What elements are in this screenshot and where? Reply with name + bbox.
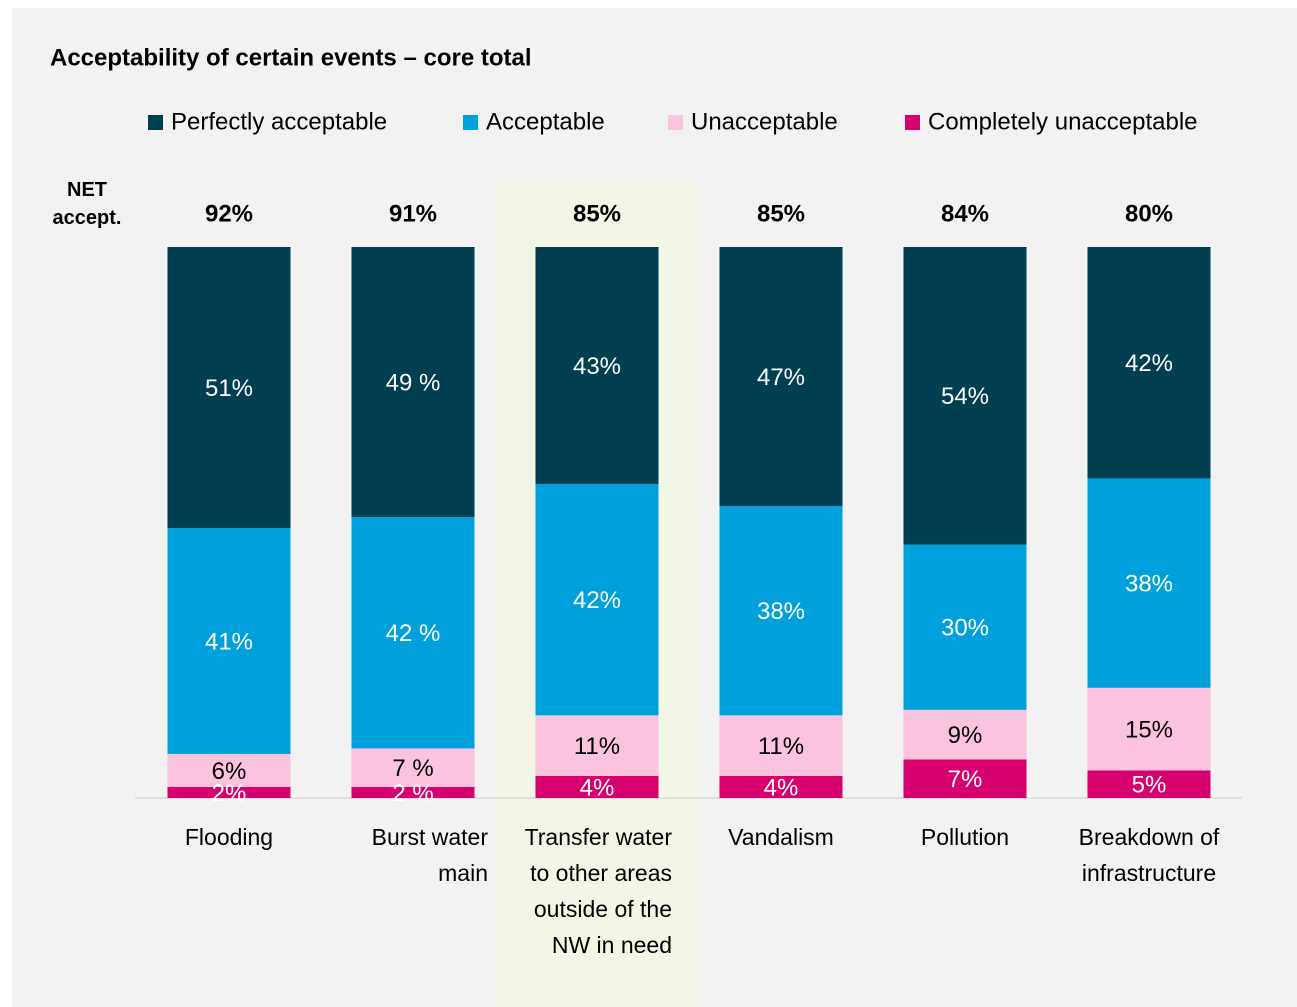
net-value: 91% bbox=[389, 200, 437, 227]
bar-segment bbox=[535, 247, 659, 484]
net-value: 85% bbox=[573, 200, 621, 227]
data-label: 42% bbox=[573, 587, 621, 614]
bar-segment bbox=[351, 516, 475, 749]
bar-segment bbox=[1087, 687, 1211, 771]
net-value: 85% bbox=[757, 200, 805, 227]
legend-swatch bbox=[148, 115, 163, 130]
bar-segment bbox=[535, 775, 659, 798]
bar-segment bbox=[535, 715, 659, 776]
legend-swatch bbox=[905, 115, 920, 130]
bar-segment bbox=[535, 483, 659, 716]
bar-segment bbox=[719, 715, 843, 776]
legend-swatch bbox=[463, 115, 478, 130]
data-label: 42 % bbox=[386, 620, 441, 647]
bar-segment bbox=[351, 786, 475, 798]
legend-label: Acceptable bbox=[486, 108, 605, 135]
legend-label: Completely unacceptable bbox=[928, 108, 1198, 135]
data-label: 6% bbox=[212, 758, 247, 785]
data-label: 7% bbox=[948, 766, 983, 793]
chart: Acceptability of certain events – core t… bbox=[50, 44, 1242, 1007]
x-tick-label: Transfer water to other areas outside of… bbox=[524, 824, 672, 958]
legend-label: Perfectly acceptable bbox=[171, 108, 387, 135]
bar-segment bbox=[903, 709, 1027, 760]
bar-segment bbox=[719, 505, 843, 716]
net-value: 84% bbox=[941, 200, 989, 227]
data-label: 42% bbox=[1125, 350, 1173, 377]
x-tick-label: Vandalism bbox=[728, 824, 834, 850]
data-label: 11% bbox=[758, 733, 804, 760]
bar-segment bbox=[903, 544, 1027, 710]
data-label: 15% bbox=[1125, 716, 1173, 743]
bar-segment bbox=[1087, 770, 1211, 798]
bar-segment bbox=[167, 528, 291, 754]
data-label: 51% bbox=[205, 375, 253, 402]
data-label: 43% bbox=[573, 353, 621, 380]
bar-segment bbox=[351, 247, 475, 517]
bar-segment bbox=[719, 775, 843, 798]
data-label: 49 % bbox=[386, 369, 441, 396]
bar-segment bbox=[1087, 478, 1211, 688]
legend-swatch bbox=[668, 115, 683, 130]
bar-segment bbox=[167, 786, 291, 798]
bar-segment bbox=[903, 759, 1027, 798]
bar-segment bbox=[167, 753, 291, 787]
data-label: 4% bbox=[764, 774, 799, 801]
x-tick-label: Pollution bbox=[920, 824, 1010, 850]
data-label: 47% bbox=[757, 364, 805, 391]
bar-segment bbox=[1087, 247, 1211, 479]
data-label: 54% bbox=[941, 383, 989, 410]
x-tick-label: Burst water main bbox=[371, 824, 488, 886]
data-label: 4% bbox=[580, 774, 615, 801]
data-label: 7 % bbox=[392, 755, 433, 782]
data-label: 38% bbox=[757, 598, 805, 625]
net-value: 92% bbox=[205, 200, 253, 227]
bar-segment bbox=[167, 247, 291, 529]
data-label: 38% bbox=[1125, 570, 1173, 597]
data-label: 2 % bbox=[392, 780, 433, 807]
net-label: NET accept. bbox=[52, 179, 122, 229]
data-label: 9% bbox=[948, 722, 983, 749]
bar-segment bbox=[719, 247, 843, 506]
data-label: 11% bbox=[574, 733, 620, 760]
bar-segment bbox=[351, 748, 475, 787]
data-label: 5% bbox=[1132, 772, 1167, 799]
x-tick-label: Breakdown of infrastructure bbox=[1078, 824, 1220, 886]
chart-panel: Acceptability of certain events – core t… bbox=[12, 8, 1297, 1007]
legend-label: Unacceptable bbox=[691, 108, 838, 135]
x-tick-label: Flooding bbox=[184, 824, 274, 850]
net-value: 80% bbox=[1125, 200, 1173, 227]
data-label: 41% bbox=[205, 628, 253, 655]
chart-title: Acceptability of certain events – core t… bbox=[50, 44, 532, 71]
data-label: 2% bbox=[212, 780, 247, 807]
bar-segment bbox=[903, 247, 1027, 545]
data-label: 30% bbox=[941, 615, 989, 642]
